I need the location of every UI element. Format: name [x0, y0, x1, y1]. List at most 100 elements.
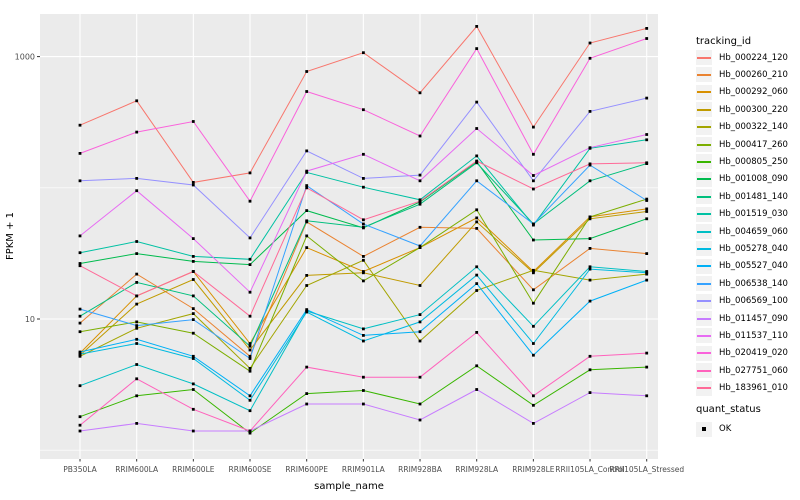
data-point	[418, 134, 422, 138]
data-point	[362, 225, 365, 229]
x-tick-label: RRIM901LA	[342, 465, 386, 474]
legend-item-Hb_000224_120: Hb_000224_120	[696, 50, 788, 66]
data-point	[135, 326, 139, 330]
data-point	[135, 189, 139, 193]
legend-item-Hb_005527_040: Hb_005527_040	[696, 258, 788, 274]
data-point	[645, 27, 649, 30]
legend-key-swatch	[696, 206, 712, 222]
legend-label: Hb_020419_020	[719, 348, 788, 359]
data-point	[645, 394, 649, 398]
data-point	[532, 152, 535, 156]
x-tick-label: RRIM928LA	[455, 465, 499, 474]
legend-label: Hb_000805_250	[719, 156, 788, 167]
data-point	[248, 357, 252, 360]
data-point	[135, 130, 139, 134]
data-point	[248, 394, 252, 398]
data-point	[248, 409, 252, 413]
data-point	[78, 415, 82, 419]
data-point	[78, 384, 82, 388]
legend-item-Hb_011457_090: Hb_011457_090	[696, 311, 788, 327]
data-point	[362, 152, 365, 156]
data-point	[588, 368, 592, 372]
data-point	[532, 187, 535, 191]
legend-key-swatch	[696, 102, 712, 118]
x-tick-label: RRIM600PE	[285, 465, 328, 474]
data-point	[475, 25, 479, 28]
line-swatch-icon	[697, 56, 711, 59]
data-point	[248, 367, 252, 370]
line-swatch-icon	[697, 195, 711, 198]
data-point	[135, 337, 139, 341]
data-point	[135, 324, 139, 327]
data-point	[475, 364, 479, 368]
data-point	[191, 357, 195, 360]
data-point	[191, 260, 195, 263]
data-point	[305, 274, 309, 277]
legend-key-swatch	[696, 258, 712, 274]
legend-key-swatch	[696, 67, 712, 83]
x-tick-label: RRIM600SE	[229, 465, 272, 474]
legend-label: OK	[719, 424, 732, 434]
data-point	[305, 169, 309, 173]
legend-key-swatch	[696, 380, 712, 396]
data-point	[191, 331, 195, 335]
data-point	[305, 186, 309, 190]
axes: PB350LA RRIM600LA RRIM600LE RRIM600SE RRIM60…	[15, 53, 685, 474]
data-point	[362, 255, 365, 258]
legend-label: Hb_000260_210	[719, 69, 788, 80]
data-point	[645, 351, 649, 355]
data-point	[418, 91, 422, 95]
data-point	[532, 222, 535, 226]
data-point	[588, 146, 592, 150]
legend-item-Hb_001008_090: Hb_001008_090	[696, 171, 788, 187]
legend-label: Hb_000300_220	[719, 104, 788, 115]
legend-item-Hb_027751_060: Hb_027751_060	[696, 363, 788, 379]
data-point	[418, 339, 422, 343]
data-point	[305, 149, 309, 153]
data-point	[305, 402, 309, 406]
data-point	[191, 388, 195, 391]
data-point	[135, 342, 139, 345]
data-point	[135, 281, 139, 284]
legend-item-Hb_020419_020: Hb_020419_020	[696, 345, 788, 361]
data-point	[475, 159, 479, 163]
data-point	[645, 37, 649, 40]
x-tick-label: RRII105LA_Control	[555, 465, 625, 474]
data-point	[532, 238, 535, 242]
data-point	[588, 41, 592, 45]
data-point	[475, 127, 479, 130]
data-point	[418, 225, 422, 229]
data-point	[532, 422, 535, 425]
data-point	[532, 125, 535, 129]
data-point	[78, 179, 82, 183]
data-point	[191, 294, 195, 298]
legend-title-tracking-id: tracking_id	[696, 36, 752, 47]
y-tick-label: 10	[25, 315, 35, 324]
line-swatch-icon	[697, 91, 711, 94]
data-point	[588, 391, 592, 394]
data-point	[305, 219, 309, 223]
data-point	[305, 365, 309, 369]
data-point	[362, 271, 365, 275]
data-point	[305, 90, 309, 93]
data-point	[532, 179, 535, 183]
data-point	[475, 388, 479, 391]
data-point	[135, 272, 139, 276]
data-point	[191, 183, 195, 187]
data-point	[191, 255, 195, 258]
legend-label: Hb_027751_060	[719, 365, 788, 376]
line-swatch-icon	[697, 143, 711, 146]
data-point	[588, 179, 592, 183]
data-point	[475, 154, 479, 158]
data-point	[135, 394, 139, 398]
data-point	[248, 314, 252, 318]
legend-label: Hb_006538_140	[719, 278, 788, 289]
line-swatch-icon	[697, 317, 711, 320]
data-point	[78, 423, 82, 427]
line-swatch-icon	[697, 265, 711, 268]
data-point	[248, 431, 252, 435]
data-point	[248, 354, 252, 358]
data-point	[135, 422, 139, 425]
data-point	[532, 271, 535, 275]
legend-item-Hb_001519_030: Hb_001519_030	[696, 206, 788, 222]
